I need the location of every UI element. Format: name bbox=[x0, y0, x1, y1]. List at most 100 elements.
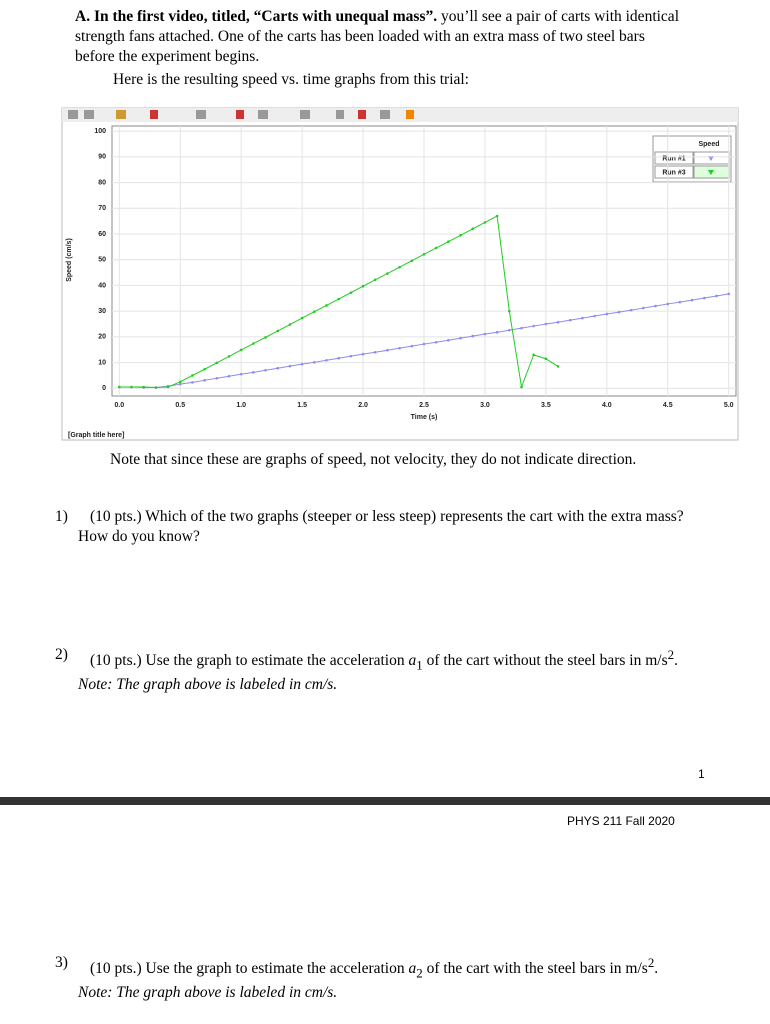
data-point bbox=[252, 371, 255, 374]
q-note: Note: The graph above is labeled in cm/s… bbox=[78, 676, 338, 694]
toolbar bbox=[62, 108, 738, 122]
q-note: Note: The graph above is labeled in cm/s… bbox=[78, 984, 338, 1002]
data-point bbox=[349, 354, 353, 358]
data-point bbox=[581, 316, 584, 320]
data-point bbox=[703, 296, 706, 300]
legend-title: Speed bbox=[698, 141, 719, 148]
data-point bbox=[410, 259, 414, 263]
data-point bbox=[276, 329, 280, 333]
x-tick-label: 1.5 bbox=[297, 402, 307, 409]
q-var: a bbox=[408, 652, 417, 670]
y-tick-label: 40 bbox=[98, 282, 106, 289]
data-point bbox=[227, 355, 231, 358]
y-tick-label: 60 bbox=[98, 231, 106, 238]
y-tick-label: 50 bbox=[98, 257, 106, 264]
data-point bbox=[508, 309, 511, 313]
q-sup: 2 bbox=[667, 647, 675, 662]
q-sub: 2 bbox=[416, 965, 423, 981]
data-point bbox=[520, 385, 523, 389]
chart: Speed (cm/s) Time (s) [Graph title here]… bbox=[61, 107, 739, 441]
data-point bbox=[410, 344, 414, 348]
data-point bbox=[398, 346, 401, 350]
data-point bbox=[373, 350, 377, 354]
question: (10 pts.) Which of the two graphs (steep… bbox=[78, 508, 684, 545]
data-point bbox=[361, 352, 365, 356]
data-point bbox=[313, 310, 316, 313]
data-point bbox=[300, 362, 304, 366]
y-tick-label: 100 bbox=[94, 128, 106, 135]
q-text: . bbox=[654, 960, 659, 978]
q-number: 3) bbox=[55, 954, 68, 971]
data-point bbox=[471, 227, 475, 231]
legend-label: Run #3 bbox=[662, 169, 685, 176]
data-point bbox=[337, 356, 340, 360]
data-point bbox=[459, 233, 462, 237]
y-tick-label: 90 bbox=[98, 154, 106, 161]
data-point bbox=[337, 297, 340, 301]
x-axis-label: Time (s) bbox=[411, 414, 438, 421]
data-point bbox=[568, 318, 572, 322]
data-point bbox=[264, 368, 267, 372]
y-tick-label: 10 bbox=[98, 359, 106, 366]
y-tick-label: 30 bbox=[98, 308, 106, 315]
note: Note that since these are graphs of spee… bbox=[110, 451, 637, 468]
legend: Speed Run #1 Run #3 bbox=[652, 135, 732, 183]
x-tick-label: 1.0 bbox=[236, 402, 246, 409]
data-point bbox=[203, 379, 206, 382]
data-point bbox=[142, 385, 145, 389]
data-point bbox=[373, 278, 377, 282]
y-tick-label: 0 bbox=[102, 385, 106, 392]
page-break bbox=[0, 797, 770, 805]
data-point bbox=[178, 380, 182, 384]
data-point bbox=[495, 330, 499, 334]
x-tick-label: 0.5 bbox=[175, 402, 185, 409]
toolbar-icons bbox=[68, 110, 414, 119]
y-tick-label: 20 bbox=[98, 334, 106, 341]
data-point bbox=[118, 385, 121, 389]
data-point bbox=[178, 382, 182, 386]
chart-frame bbox=[61, 107, 739, 441]
data-point bbox=[495, 214, 499, 218]
data-point bbox=[666, 302, 670, 306]
data-point bbox=[642, 306, 645, 310]
data-point bbox=[215, 376, 219, 380]
data-point bbox=[288, 364, 292, 368]
data-point bbox=[532, 353, 535, 357]
data-point bbox=[422, 342, 426, 346]
q-var: a bbox=[408, 960, 417, 978]
x-tick-label: 2.0 bbox=[358, 402, 368, 409]
data-point bbox=[325, 358, 328, 362]
y-tick-label: 80 bbox=[98, 179, 106, 186]
chart-title: [Graph title here] bbox=[68, 432, 124, 439]
data-point bbox=[215, 361, 219, 365]
legend-marker bbox=[708, 170, 714, 175]
data-point bbox=[447, 240, 450, 244]
data-point bbox=[422, 253, 426, 256]
data-point bbox=[239, 348, 243, 352]
data-point bbox=[313, 361, 316, 364]
data-point bbox=[520, 326, 523, 330]
section-a: A. In the first video, titled, “Carts wi… bbox=[75, 7, 687, 67]
data-point bbox=[654, 304, 657, 308]
data-point bbox=[727, 292, 730, 296]
data-point bbox=[434, 246, 438, 250]
data-point bbox=[154, 386, 158, 389]
q-text: of the cart with the steel bars in m/s bbox=[422, 960, 648, 978]
data-point bbox=[617, 310, 621, 314]
q-number: 1) bbox=[55, 508, 68, 525]
data-point bbox=[398, 265, 401, 269]
data-point bbox=[203, 367, 206, 371]
heading: A. In the first video, titled, “Carts wi… bbox=[75, 8, 438, 25]
x-tick-label: 3.0 bbox=[480, 402, 490, 409]
data-point bbox=[386, 348, 389, 352]
data-point bbox=[532, 324, 535, 328]
data-point bbox=[605, 312, 609, 316]
q-sub: 1 bbox=[416, 657, 423, 673]
data-point bbox=[191, 374, 194, 377]
data-point bbox=[483, 221, 487, 224]
data-point bbox=[434, 340, 438, 344]
question: (10 pts.) Use the graph to estimate the … bbox=[78, 953, 718, 1003]
data-point bbox=[349, 291, 353, 294]
data-point bbox=[325, 304, 328, 307]
